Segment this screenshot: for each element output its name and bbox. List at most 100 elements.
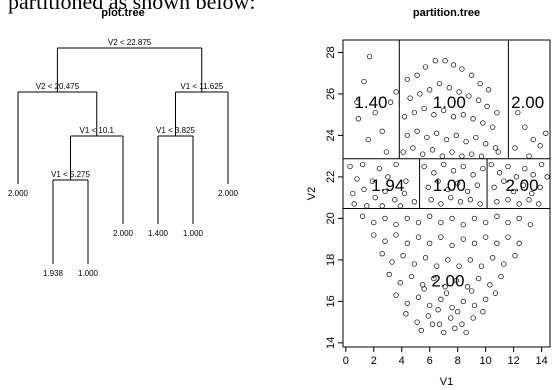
data-point	[369, 178, 376, 184]
data-point	[543, 130, 549, 136]
data-point	[484, 103, 490, 110]
data-point	[496, 170, 503, 176]
data-point	[505, 197, 511, 203]
data-point	[427, 240, 433, 246]
data-point	[421, 163, 427, 170]
data-point	[483, 296, 489, 302]
data-point	[361, 186, 367, 193]
partition-title: partition.tree	[413, 7, 480, 19]
data-point	[403, 311, 409, 317]
data-point	[455, 180, 461, 186]
data-point	[441, 161, 447, 168]
data-point	[429, 321, 436, 327]
data-point	[414, 72, 420, 78]
data-point	[491, 184, 497, 190]
data-point	[350, 190, 356, 197]
tree-split-label: V1 < 11.625	[180, 82, 223, 91]
data-point	[347, 163, 353, 170]
data-point	[459, 321, 465, 327]
data-point	[420, 151, 426, 157]
data-point	[494, 109, 500, 116]
data-point	[457, 199, 464, 205]
data-point	[441, 329, 447, 336]
x-tick-label: 6	[427, 355, 433, 367]
data-point	[494, 199, 500, 205]
x-tick-label: 14	[535, 355, 547, 367]
data-point	[449, 242, 455, 249]
data-point	[480, 165, 486, 172]
data-point	[434, 263, 440, 269]
data-point	[522, 165, 528, 172]
data-point	[445, 257, 451, 263]
x-axis-label: V1	[440, 376, 453, 388]
tree-leaf-label: 1.000	[183, 229, 204, 238]
data-point	[460, 298, 466, 305]
data-point	[393, 89, 399, 95]
data-point	[516, 240, 522, 246]
data-point	[527, 221, 534, 228]
data-point	[537, 143, 543, 149]
data-point	[537, 184, 543, 190]
region-label: 2.00	[505, 176, 538, 195]
x-tick-label: 0	[343, 355, 349, 367]
data-point	[351, 201, 357, 207]
data-point	[354, 99, 360, 105]
data-point	[501, 178, 507, 184]
data-point	[505, 219, 511, 226]
data-point	[538, 161, 545, 168]
data-point	[460, 112, 466, 118]
data-point	[371, 219, 377, 226]
data-point	[376, 165, 383, 172]
data-point	[404, 215, 410, 222]
data-point	[492, 290, 499, 296]
data-point	[372, 194, 378, 201]
data-point	[436, 80, 443, 87]
y-tick-label: 28	[325, 46, 337, 58]
data-point	[470, 172, 476, 178]
data-point	[536, 201, 542, 207]
region-label: 1.00	[433, 176, 466, 195]
tree-title: plot.tree	[101, 7, 144, 19]
data-point	[387, 99, 394, 105]
data-point	[361, 78, 367, 85]
data-point	[354, 176, 360, 182]
data-point	[434, 130, 440, 136]
tree-leaf-label: 1.000	[78, 269, 99, 278]
data-point	[385, 174, 391, 180]
data-point	[446, 85, 452, 91]
tree-split-label: V2 < 22.875	[108, 38, 152, 47]
data-point	[456, 89, 462, 95]
y-tick-label: 24	[325, 129, 337, 141]
data-point	[448, 194, 454, 201]
data-point	[488, 161, 494, 168]
data-point	[438, 201, 444, 207]
data-point	[443, 290, 450, 296]
data-point	[431, 112, 437, 118]
data-point	[487, 282, 493, 288]
caption-text: partitioned as shown below:	[8, 0, 256, 14]
data-point	[467, 257, 473, 263]
data-point	[414, 319, 420, 325]
y-tick-label: 16	[325, 295, 337, 307]
data-point	[515, 109, 521, 116]
data-point	[427, 213, 433, 219]
data-point	[510, 188, 517, 195]
tree-leaf-label: 1.400	[148, 229, 169, 238]
data-point	[404, 240, 410, 246]
data-point	[379, 203, 385, 209]
data-point	[495, 149, 501, 155]
data-point	[414, 128, 420, 134]
data-point	[505, 163, 511, 170]
data-point	[379, 251, 385, 257]
data-point	[516, 201, 522, 207]
data-point	[483, 234, 489, 240]
y-tick-label: 18	[325, 254, 337, 266]
data-point	[407, 95, 413, 101]
data-point	[530, 136, 536, 143]
data-point	[477, 201, 483, 207]
data-point	[450, 168, 457, 174]
data-point	[400, 149, 406, 155]
data-point	[471, 215, 478, 222]
y-tick-label: 22	[325, 171, 337, 183]
data-point	[469, 288, 475, 294]
